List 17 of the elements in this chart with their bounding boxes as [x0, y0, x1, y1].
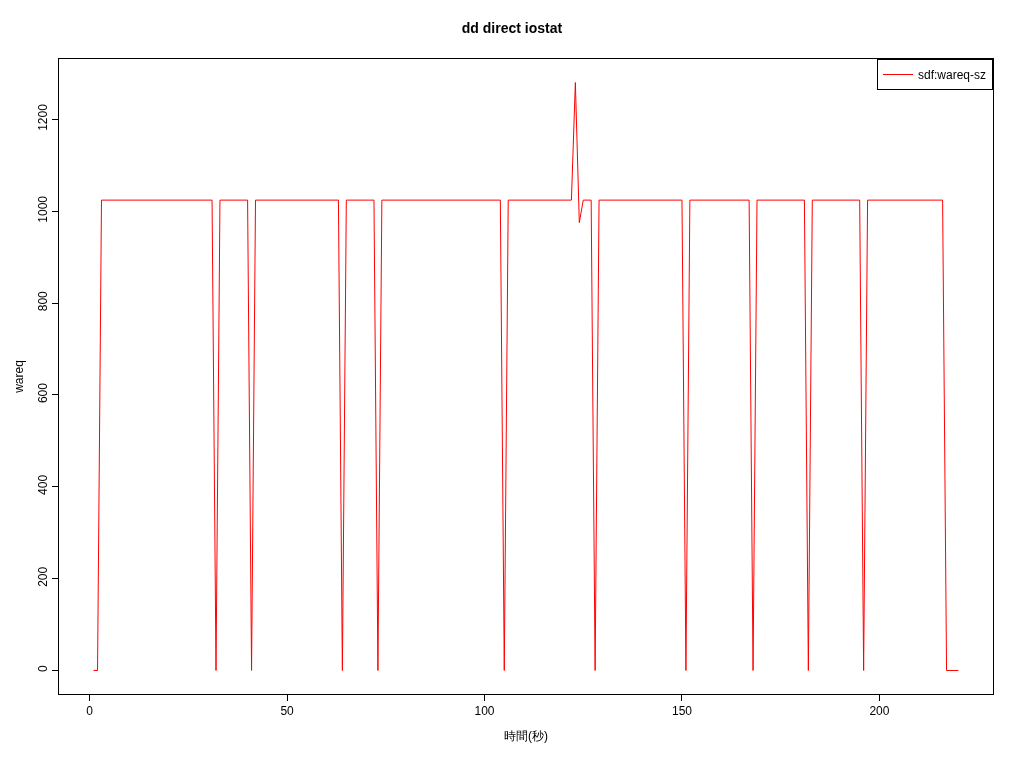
y-tick-label: 400	[36, 474, 51, 495]
legend-label: sdf:wareq-sz	[918, 68, 987, 83]
y-axis-title: wareq	[11, 360, 26, 394]
x-tick-label: 50	[280, 704, 295, 719]
x-tick-label: 100	[474, 704, 495, 719]
chart-title: dd direct iostat	[461, 19, 563, 36]
y-tick-label: 800	[36, 290, 51, 312]
x-tick-label: 150	[671, 704, 693, 719]
y-tick-label: 1200	[36, 103, 51, 131]
x-tick-label: 200	[869, 704, 890, 719]
x-tick-label: 0	[86, 704, 94, 719]
y-tick-label: 1000	[36, 195, 51, 223]
y-tick-label: 0	[36, 665, 51, 673]
x-axis-title: 時間(秒)	[504, 729, 548, 744]
line-series	[93, 82, 959, 671]
y-tick-label: 600	[36, 382, 51, 404]
y-tick-label: 200	[36, 566, 51, 587]
